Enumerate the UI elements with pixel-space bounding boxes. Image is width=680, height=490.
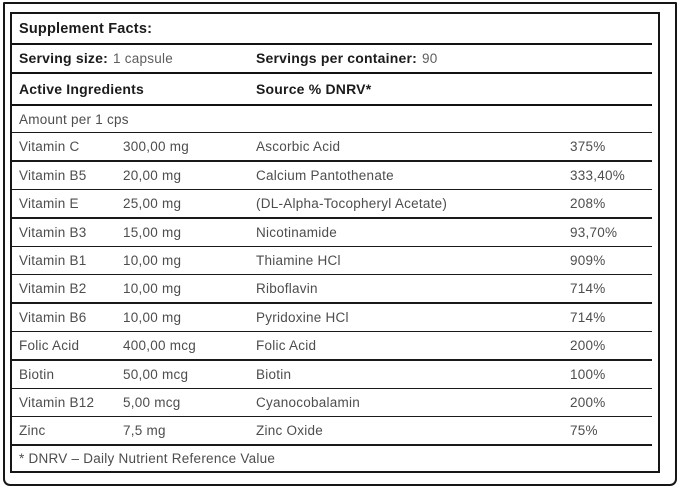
ingredient-dnrv: 75% <box>570 423 598 439</box>
ingredient-dnrv: 200% <box>570 394 606 410</box>
ingredient-name: Vitamin B3 <box>19 224 87 240</box>
ingredient-name: Vitamin B5 <box>19 167 87 183</box>
serving-size: Serving size: 1 capsule <box>19 50 256 68</box>
ingredient-name: Zinc <box>19 423 46 439</box>
divider <box>12 104 652 106</box>
column-header-row: Active Ingredients Source % DNRV* <box>12 74 658 104</box>
ingredient-row: Vitamin B1 10,00 mg Thiamine HCl 909% <box>12 247 658 274</box>
ingredient-name: Vitamin B2 <box>19 281 87 297</box>
ingredient-amount: 300,00 mg <box>123 139 190 155</box>
divider <box>12 302 652 304</box>
ingredient-amount: 10,00 mg <box>123 309 182 325</box>
ingredient-row: Vitamin B6 10,00 mg Pyridoxine HCl 714% <box>12 304 658 331</box>
ingredient-source: Ascorbic Acid <box>256 139 341 155</box>
divider <box>12 132 652 134</box>
ingredient-dnrv: 208% <box>570 196 606 212</box>
ingredient-source: Calcium Pantothenate <box>256 167 394 183</box>
ingredient-row: Vitamin B12 5,00 mcg Cyanocobalamin 200% <box>12 389 658 416</box>
ingredient-source: Biotin <box>256 366 292 382</box>
ingredient-name: Vitamin B1 <box>19 252 87 268</box>
ingredient-dnrv: 200% <box>570 338 606 354</box>
page-title: Supplement Facts: <box>19 20 153 37</box>
ingredient-dnrv: 714% <box>570 309 606 325</box>
servings-per-container: Servings per container: 90 <box>256 50 652 68</box>
divider <box>12 415 652 418</box>
ingredient-dnrv: 100% <box>570 366 606 382</box>
ingredient-source: Pyridoxine HCl <box>256 309 349 325</box>
ingredient-amount: 20,00 mg <box>123 167 182 183</box>
ingredient-name: Vitamin C <box>19 139 80 155</box>
ingredient-row: Vitamin B2 10,00 mg Riboflavin 714% <box>12 275 658 302</box>
ingredient-row: Biotin 50,00 mcg Biotin 100% <box>12 361 658 388</box>
serving-row: Serving size: 1 capsule Servings per cont… <box>12 45 658 72</box>
title-row: Supplement Facts: <box>12 14 658 43</box>
ingredient-source: Zinc Oxide <box>256 423 324 439</box>
divider <box>12 188 652 191</box>
servings-per-container-value: 90 <box>421 50 438 66</box>
ingredient-source: Cyanocobalamin <box>256 394 361 410</box>
ingredient-dnrv: 333,40% <box>570 167 626 183</box>
ingredient-amount: 50,00 mcg <box>123 366 189 382</box>
ingredient-name: Vitamin E <box>19 196 79 212</box>
amount-header-row: Amount per 1 cps <box>12 106 658 132</box>
ingredient-dnrv: 909% <box>570 252 606 268</box>
ingredient-dnrv: 93,70% <box>570 224 618 240</box>
ingredient-name: Biotin <box>19 366 55 382</box>
divider <box>12 217 652 219</box>
ingredient-dnrv: 714% <box>570 281 606 297</box>
ingredient-amount: 7,5 mg <box>123 423 166 439</box>
amount-per-capsule-header: Amount per 1 cps <box>19 111 129 127</box>
ingredient-amount: 400,00 mcg <box>123 338 197 354</box>
ingredient-source: (DL-Alpha-Tocopheryl Acetate) <box>256 196 448 212</box>
divider <box>12 160 652 162</box>
ingredient-amount: 5,00 mcg <box>123 394 181 410</box>
divider <box>12 387 652 389</box>
divider <box>12 245 652 247</box>
ingredient-row: Vitamin B3 15,00 mg Nicotinamide 93,70% <box>12 219 658 246</box>
divider <box>12 43 652 45</box>
outer-frame <box>3 2 677 486</box>
divider <box>12 359 652 361</box>
ingredient-amount: 15,00 mg <box>123 224 182 240</box>
ingredient-row: Vitamin E 25,00 mg (DL-Alpha-Tocopheryl … <box>12 190 658 217</box>
ingredient-row: Folic Acid 400,00 mcg Folic Acid 200% <box>12 332 658 359</box>
ingredient-name: Folic Acid <box>19 338 80 354</box>
divider <box>12 72 652 74</box>
ingredient-dnrv: 375% <box>570 139 606 155</box>
ingredient-source: Riboflavin <box>256 281 318 297</box>
col-header-source-dnrv: Source % DNRV* <box>256 81 372 97</box>
ingredient-row: Vitamin C 300,00 mg Ascorbic Acid 375% <box>12 133 658 160</box>
dnrv-footnote: * DNRV – Daily Nutrient Reference Value <box>19 450 276 466</box>
ingredient-row: Vitamin B5 20,00 mg Calcium Pantothenate… <box>12 162 658 189</box>
ingredient-source: Nicotinamide <box>256 224 338 240</box>
supplement-facts-panel: Supplement Facts: Serving size: 1 capsule… <box>10 12 660 473</box>
divider <box>12 330 652 333</box>
col-header-active-ingredients: Active Ingredients <box>19 81 144 97</box>
ingredient-amount: 10,00 mg <box>123 252 182 268</box>
footnote-row: * DNRV – Daily Nutrient Reference Value <box>12 446 658 471</box>
ingredient-source: Thiamine HCl <box>256 252 341 268</box>
divider <box>12 273 652 276</box>
divider <box>12 444 652 446</box>
ingredient-row: Zinc 7,5 mg Zinc Oxide 75% <box>12 417 658 444</box>
servings-per-container-label: Servings per container: <box>256 49 417 66</box>
ingredient-amount: 25,00 mg <box>123 196 182 212</box>
ingredient-source: Folic Acid <box>256 338 317 354</box>
ingredient-name: Vitamin B6 <box>19 309 87 325</box>
ingredient-amount: 10,00 mg <box>123 281 182 297</box>
serving-size-label: Serving size: <box>19 49 108 66</box>
ingredient-name: Vitamin B12 <box>19 394 95 410</box>
serving-size-value: 1 capsule <box>112 50 174 66</box>
